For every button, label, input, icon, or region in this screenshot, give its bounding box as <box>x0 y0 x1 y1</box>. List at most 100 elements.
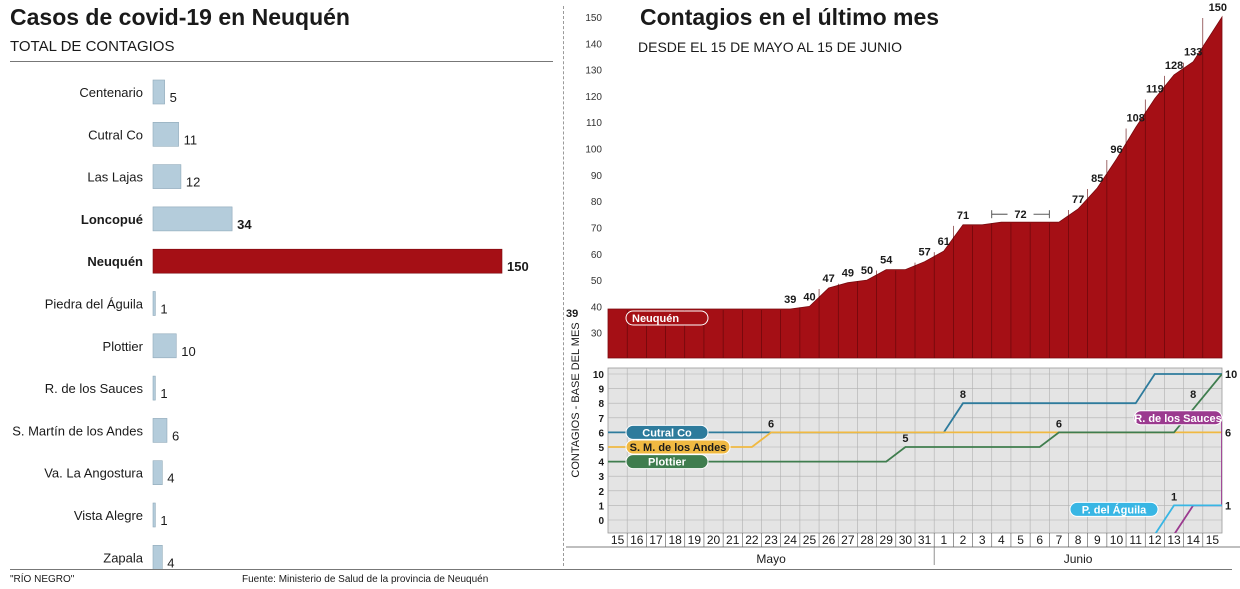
series-pill-label: Plottier <box>648 457 687 469</box>
day-tick-label: 2 <box>960 533 967 547</box>
bar-category-label: Piedra del Águila <box>45 297 144 312</box>
bar <box>152 121 179 147</box>
area-y-tick: 100 <box>585 145 602 156</box>
area-value-label: 71 <box>957 210 969 222</box>
bar-category-label: Va. La Angostura <box>44 466 144 481</box>
range-value-label: 72 <box>1014 209 1026 221</box>
line-y-tick: 7 <box>598 414 604 425</box>
day-tick-label: 17 <box>649 533 663 547</box>
series-pill <box>625 424 709 440</box>
series-value-label: 8 <box>960 389 966 401</box>
day-tick-label: 29 <box>880 533 894 547</box>
day-tick-label: 11 <box>1129 533 1142 547</box>
source-text: Fuente: Ministerio de Salud de la provin… <box>242 574 489 585</box>
series-pill-label: S. M. de los Andes <box>630 442 727 454</box>
bar-category-label: S. Martín de los Andes <box>12 423 143 438</box>
area-value-label: 57 <box>918 247 930 259</box>
area-value-label: 54 <box>880 255 893 267</box>
day-tick-label: 15 <box>611 533 625 547</box>
bar-value-label: 4 <box>167 471 174 486</box>
area-value-label: 39 <box>784 294 796 306</box>
bar <box>152 375 156 401</box>
day-tick-label: 10 <box>1110 533 1124 547</box>
left-title: Casos de covid-19 en Neuquén <box>10 4 350 30</box>
series-pill <box>625 454 709 470</box>
day-tick-label: 27 <box>841 533 855 547</box>
day-tick-label: 8 <box>1075 533 1082 547</box>
bar-value-label: 4 <box>167 555 174 569</box>
bar-category-label: Cutral Co <box>88 127 143 142</box>
bar-category-label: Zapala <box>103 550 144 565</box>
y-axis-title: CONTAGIOS - BASE DEL MES <box>570 322 582 477</box>
footer-rule <box>10 569 1232 570</box>
day-tick-label: 21 <box>726 533 740 547</box>
day-tick-label: 4 <box>998 533 1005 547</box>
line-y-tick: 6 <box>598 428 604 439</box>
bar <box>152 248 503 274</box>
line-y-tick: 4 <box>598 458 604 469</box>
month-label: Junio <box>1064 552 1093 566</box>
area-value-label: 85 <box>1091 173 1103 185</box>
area-value-label: 39 <box>566 308 578 320</box>
area-y-tick: 130 <box>585 66 602 77</box>
bar-value-label: 12 <box>186 175 200 190</box>
area-value-label: 47 <box>823 273 835 285</box>
area-y-tick: 50 <box>591 276 603 287</box>
area-y-tick: 80 <box>591 197 603 208</box>
bar-value-label: 5 <box>170 90 177 105</box>
line-y-tick: 2 <box>598 487 604 498</box>
bar-value-label: 1 <box>160 513 167 528</box>
day-tick-label: 22 <box>745 533 759 547</box>
series-pill-label: Cutral Co <box>642 427 692 439</box>
area-value-label: 49 <box>842 268 854 280</box>
day-tick-label: 28 <box>860 533 874 547</box>
bar-value-label: 150 <box>507 259 529 274</box>
bar-value-label: 1 <box>160 302 167 317</box>
area-value-label: 133 <box>1184 47 1202 59</box>
bar-value-label: 1 <box>160 386 167 401</box>
right-title: Contagios en el último mes <box>640 4 940 30</box>
bar-value-label: 34 <box>237 217 252 232</box>
day-tick-label: 6 <box>1036 533 1043 547</box>
area-value-label: 40 <box>803 291 815 303</box>
line-y-tick: 0 <box>598 516 604 527</box>
line-y-tick: 10 <box>593 370 605 381</box>
bar-category-label: Plottier <box>103 339 144 354</box>
day-tick-label: 12 <box>1148 533 1162 547</box>
bar-value-label: 6 <box>172 428 179 443</box>
area-y-tick: 70 <box>591 223 603 234</box>
day-tick-label: 5 <box>1017 533 1024 547</box>
bar-category-label: R. de los Sauces <box>45 381 144 396</box>
bar <box>152 544 163 569</box>
day-tick-label: 13 <box>1167 533 1181 547</box>
month-label: Mayo <box>756 552 786 566</box>
area-value-label: 128 <box>1165 60 1183 72</box>
area-value-label: 108 <box>1126 112 1144 124</box>
area-y-tick: 150 <box>585 13 602 24</box>
day-tick-label: 15 <box>1206 533 1220 547</box>
bar-category-label: Las Lajas <box>87 170 143 185</box>
right-subtitle: DESDE EL 15 DE MAYO AL 15 DE JUNIO <box>638 39 903 55</box>
bar-category-label: Centenario <box>79 85 143 100</box>
bar <box>152 164 182 189</box>
area-y-tick: 90 <box>591 171 603 182</box>
series-line <box>608 373 1222 463</box>
day-tick-label: 20 <box>707 533 721 547</box>
area-value-label: 96 <box>1110 144 1122 156</box>
area-y-tick: 110 <box>586 118 602 129</box>
area-y-tick: 40 <box>591 302 603 313</box>
area-value-label: 77 <box>1072 194 1084 206</box>
series-pill <box>1133 410 1223 426</box>
day-tick-label: 14 <box>1187 533 1201 547</box>
series-value-label: 6 <box>1056 418 1062 430</box>
area-value-label: 50 <box>861 265 873 277</box>
day-tick-label: 30 <box>899 533 913 547</box>
line-y-tick: 5 <box>598 443 604 454</box>
series-value-label: 1 <box>1225 500 1231 512</box>
series-value-label: 6 <box>768 418 774 430</box>
series-line <box>1154 504 1222 533</box>
day-tick-label: 25 <box>803 533 817 547</box>
bar <box>152 291 156 316</box>
area-y-tick: 140 <box>585 39 602 50</box>
